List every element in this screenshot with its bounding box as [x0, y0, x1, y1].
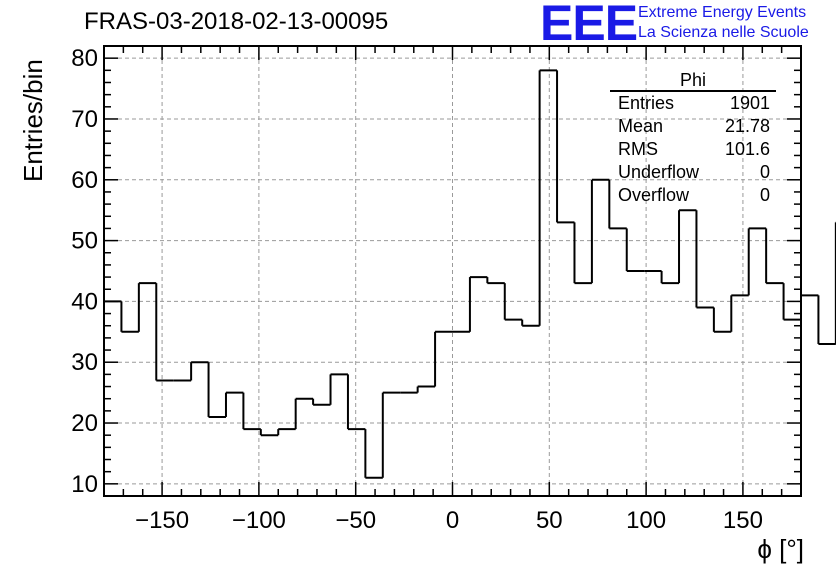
y-tick-label: 80 — [71, 45, 98, 72]
y-tick-label: 40 — [71, 288, 98, 315]
y-tick-label: 20 — [71, 410, 98, 437]
stats-value: 21.78 — [724, 116, 770, 136]
stats-row-overflow: Overflow 0 — [610, 184, 776, 207]
stats-row-entries: Entries 1901 — [610, 92, 776, 115]
x-tick-label: −100 — [232, 507, 286, 534]
stats-box: Phi Entries 1901 Mean 21.78 RMS 101.6 Un… — [610, 70, 776, 207]
logo-tagline-2: La Scienza nelle Scuole — [638, 24, 809, 41]
y-tick-label: 60 — [71, 167, 98, 194]
x-tick-label: −150 — [135, 507, 189, 534]
stats-box-title: Phi — [610, 70, 776, 92]
stats-row-mean: Mean 21.78 — [610, 115, 776, 138]
stats-row-underflow: Underflow 0 — [610, 161, 776, 184]
stats-label: Underflow — [618, 162, 700, 182]
stats-label: Overflow — [618, 185, 690, 205]
stats-label: Mean — [618, 116, 664, 136]
stats-label: Entries — [618, 93, 675, 113]
y-tick-label: 10 — [71, 471, 98, 498]
stats-value: 0 — [759, 185, 770, 205]
x-tick-label: 50 — [536, 507, 563, 534]
stats-value: 101.6 — [724, 139, 770, 159]
x-tick-label: 150 — [723, 507, 763, 534]
stats-value: 1901 — [729, 93, 770, 113]
x-axis-label: ϕ [°] — [757, 534, 804, 564]
y-tick-label: 50 — [71, 228, 98, 255]
stats-row-rms: RMS 101.6 — [610, 138, 776, 161]
y-axis-label: Entries/bin — [18, 59, 48, 182]
eee-logo: EEE — [540, 0, 638, 51]
x-tick-label: 0 — [446, 507, 459, 534]
y-tick-label: 30 — [71, 349, 98, 376]
chart-title: FRAS-03-2018-02-13-00095 — [84, 8, 389, 35]
logo-tagline-1: Extreme Energy Events — [638, 4, 807, 21]
stats-value: 0 — [759, 162, 770, 182]
y-tick-label: 70 — [71, 106, 98, 133]
x-tick-label: −50 — [335, 507, 376, 534]
x-tick-label: 100 — [626, 507, 666, 534]
stats-label: RMS — [618, 139, 658, 159]
